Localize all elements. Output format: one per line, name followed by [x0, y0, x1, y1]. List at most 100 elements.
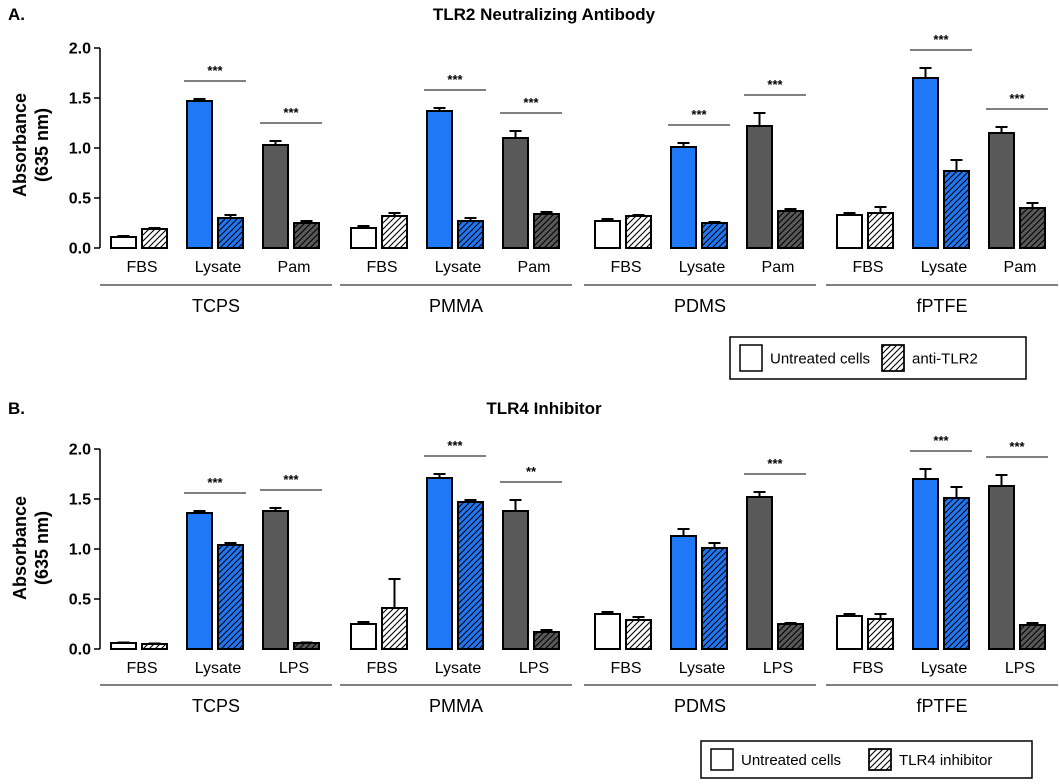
significance-label: ***	[523, 95, 539, 110]
significance-label: ***	[933, 32, 949, 47]
legend-label-treated: TLR4 inhibitor	[899, 752, 992, 769]
y-tick-label: 0.0	[69, 241, 91, 258]
bar-hatch-overlay	[381, 215, 408, 249]
significance-label: ***	[767, 77, 783, 92]
condition-label: Lysate	[435, 259, 482, 276]
bar-hatch-overlay	[943, 170, 970, 249]
bar-hatch-overlay	[701, 547, 728, 650]
bar-pmma-lysate-untreated	[426, 477, 453, 650]
condition-label: FBS	[126, 660, 157, 677]
bar-hatch-overlay	[217, 544, 244, 650]
bar-tcps-fbs-untreated	[110, 236, 137, 249]
y-tick-label: 0.0	[69, 642, 91, 659]
bar-fptfe-lysate-untreated	[912, 77, 939, 249]
surface-label: fPTFE	[916, 696, 967, 716]
condition-label: Lysate	[195, 660, 242, 677]
bar-tcps-lysate-untreated	[186, 512, 213, 650]
surface-label: PDMS	[674, 696, 726, 716]
y-tick-label: 0.5	[69, 191, 91, 208]
condition-label: FBS	[366, 660, 397, 677]
significance-label: ***	[283, 105, 299, 120]
condition-label: LPS	[279, 660, 309, 677]
significance-label: ***	[283, 472, 299, 487]
condition-label: Lysate	[435, 660, 482, 677]
bar-tcps-pam-untreated	[262, 144, 289, 249]
panel-label: B.	[8, 399, 25, 418]
surface-label: PDMS	[674, 296, 726, 316]
panel-a: A. TLR2 Neutralizing Antibody Absorbance (6…	[8, 5, 1058, 380]
panel-label: A.	[8, 5, 25, 24]
bar-tcps-lysate-untreated	[186, 100, 213, 249]
condition-label: Lysate	[921, 259, 968, 276]
condition-label: Pam	[762, 259, 795, 276]
significance-label: ***	[933, 433, 949, 448]
bar-pmma-pam-untreated	[502, 137, 529, 249]
condition-label: Lysate	[195, 259, 242, 276]
significance-label: ***	[447, 438, 463, 453]
bar-hatch-overlay	[1019, 624, 1046, 650]
panel-b: B. TLR4 Inhibitor Absorbance (635 nm) 0.0 0.5…	[8, 399, 1058, 779]
significance-label: ***	[1009, 439, 1025, 454]
surface-label: TCPS	[192, 296, 240, 316]
chart-title: TLR2 Neutralizing Antibody	[433, 5, 656, 24]
bar-hatch-overlay	[867, 212, 894, 249]
surface-label: PMMA	[429, 296, 483, 316]
legend-label-treated: anti-TLR2	[912, 351, 978, 368]
condition-label: Pam	[518, 259, 551, 276]
y-axis-title: Absorbance (635 nm)	[10, 93, 52, 197]
bar-hatch-overlay	[1019, 207, 1046, 249]
bar-hatch-overlay	[381, 607, 408, 650]
bar-hatch-overlay	[293, 222, 320, 249]
bar-pdms-fbs-untreated	[594, 220, 621, 249]
bar-hatch-overlay	[533, 631, 560, 650]
bar-hatch-overlay	[457, 220, 484, 249]
legend-swatch-untreated	[710, 748, 734, 771]
y-axis-title: Absorbance (635 nm)	[10, 496, 52, 600]
y-tick-label: 1.5	[69, 91, 91, 108]
y-axis-title-line: (635 nm)	[32, 108, 52, 182]
bar-hatch-overlay	[293, 642, 320, 650]
legend-swatch-treated-hatch	[868, 748, 892, 771]
bar-hatch-overlay	[625, 215, 652, 249]
bar-hatch-overlay	[141, 643, 168, 650]
legend-label-untreated: Untreated cells	[770, 351, 870, 368]
condition-label: FBS	[610, 660, 641, 677]
bar-fptfe-lysate-untreated	[912, 478, 939, 650]
condition-label: Pam	[278, 259, 311, 276]
bar-hatch-overlay	[777, 210, 804, 249]
bar-tcps-lps-untreated	[262, 510, 289, 650]
condition-label: Lysate	[679, 259, 726, 276]
bar-fptfe-fbs-untreated	[836, 214, 863, 249]
legend-box	[700, 740, 1033, 779]
legend: Untreated cells TLR4 inhibitor	[700, 740, 1033, 779]
y-tick-label: 1.0	[69, 542, 91, 559]
condition-label: FBS	[852, 259, 883, 276]
condition-label: FBS	[126, 259, 157, 276]
bar-pdms-lysate-untreated	[670, 535, 697, 650]
bar-pmma-lps-untreated	[502, 510, 529, 650]
bar-fptfe-pam-untreated	[988, 132, 1015, 249]
condition-label: FBS	[610, 259, 641, 276]
bar-fptfe-fbs-untreated	[836, 615, 863, 650]
legend-box	[729, 336, 1027, 380]
y-tick-label: 0.5	[69, 592, 91, 609]
y-axis-title-line: Absorbance	[10, 496, 30, 600]
significance-label: ***	[767, 456, 783, 471]
bar-pdms-fbs-untreated	[594, 613, 621, 650]
y-axis-title-line: Absorbance	[10, 93, 30, 197]
chart-title: TLR4 Inhibitor	[486, 399, 602, 418]
bar-hatch-overlay	[457, 501, 484, 650]
bar-pdms-pam-untreated	[746, 125, 773, 249]
bar-pmma-fbs-untreated	[350, 227, 377, 249]
condition-label: FBS	[852, 660, 883, 677]
condition-label: Pam	[1004, 259, 1037, 276]
y-tick-label: 1.5	[69, 492, 91, 509]
y-tick-label: 2.0	[69, 442, 91, 459]
y-axis-title-line: (635 nm)	[32, 511, 52, 585]
bar-pmma-lysate-untreated	[426, 110, 453, 249]
bar-hatch-overlay	[141, 228, 168, 249]
bar-hatch-overlay	[625, 619, 652, 650]
legend-swatch-treated-hatch	[881, 344, 905, 372]
bar-hatch-overlay	[701, 222, 728, 249]
